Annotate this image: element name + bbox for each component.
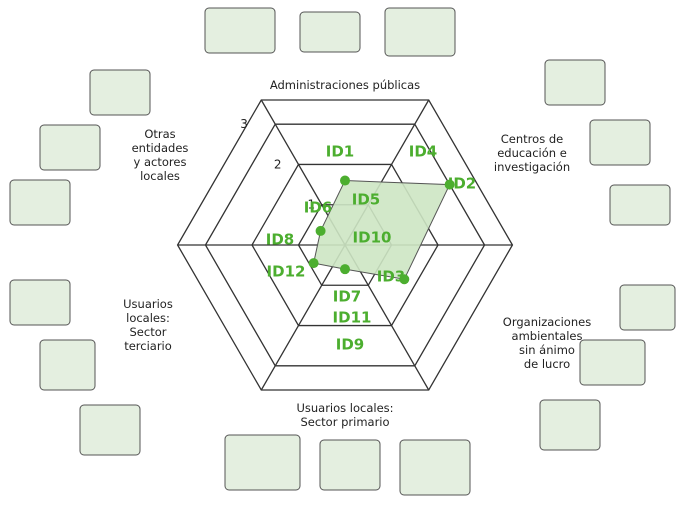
id-label: ID8 <box>266 231 294 249</box>
point <box>308 258 319 269</box>
illustrations <box>9 7 676 496</box>
spoke <box>260 244 346 391</box>
point <box>444 179 455 190</box>
axis-label: Otras entidades y actores locales <box>132 127 189 183</box>
id-label: ID6 <box>304 199 332 217</box>
axis-label: Administraciones públicas <box>270 78 420 92</box>
axis-label-line: de lucro <box>524 357 570 371</box>
axis-label-line: Usuarios <box>123 297 173 311</box>
id-label: ID10 <box>353 229 392 247</box>
point <box>340 264 350 275</box>
id-label: ID7 <box>333 288 361 306</box>
axis-label-line: ambientales <box>512 329 583 343</box>
axis-label-line: locales <box>140 169 180 183</box>
axis-label-line: entidades <box>132 141 189 155</box>
ring-label: 3 <box>240 117 248 131</box>
axis-label: Usuarios locales: Sector primario <box>296 401 393 429</box>
axis-label-line: Administraciones públicas <box>270 78 420 92</box>
axis-label-line: Usuarios locales: <box>296 401 393 415</box>
axis-label-line: locales: <box>126 311 170 325</box>
ring-label: 2 <box>274 157 282 171</box>
id-label: ID11 <box>333 309 372 327</box>
point <box>315 225 326 236</box>
id-label: ID5 <box>352 191 380 209</box>
id-label: ID12 <box>267 263 306 281</box>
axis-label-line: sin ánimo <box>519 343 575 357</box>
id-label: ID4 <box>409 143 437 161</box>
point <box>340 175 350 186</box>
axis-label-line: Sector <box>130 325 167 339</box>
id-label: ID3 <box>377 268 405 286</box>
id-label: ID1 <box>326 143 354 161</box>
axis-label-line: educación e <box>497 146 567 160</box>
axis-label-line: Otras <box>144 127 175 141</box>
axis-label-line: investigación <box>494 160 570 174</box>
point <box>399 274 410 285</box>
id-label: ID9 <box>336 336 364 354</box>
axis-label: Centros de educación e investigación <box>494 132 570 174</box>
ring-label: 1 <box>308 197 316 211</box>
axis-label: Organizaciones ambientales sin ánimo de luc… <box>503 315 591 371</box>
id-label: ID2 <box>448 175 476 193</box>
axis-label-line: terciario <box>124 339 172 353</box>
axis-label-line: Sector primario <box>300 415 389 429</box>
axis-label-line: y actores <box>134 155 187 169</box>
axis-label-line: Centros de <box>501 132 563 146</box>
axis-label: Usuarios locales: Sector terciario <box>123 297 173 353</box>
axis-label-line: Organizaciones <box>503 315 591 329</box>
